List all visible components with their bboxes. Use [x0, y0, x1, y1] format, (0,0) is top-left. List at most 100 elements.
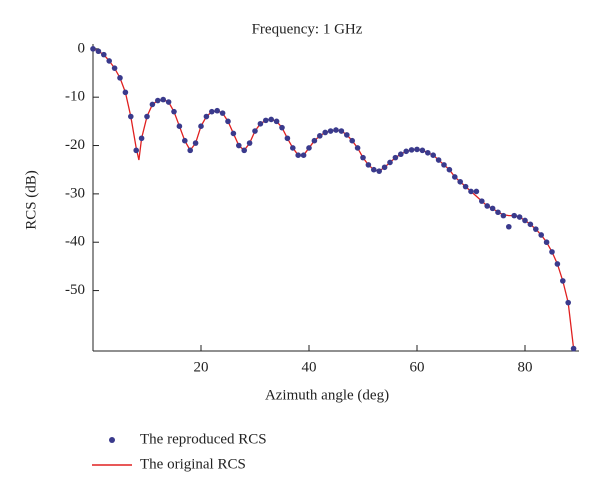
- data-point: [527, 221, 534, 228]
- legend-label: The reproduced RCS: [140, 431, 267, 447]
- data-point: [171, 108, 177, 115]
- data-point: [360, 154, 366, 161]
- data-point: [446, 166, 453, 173]
- data-point: [128, 113, 134, 120]
- data-point: [489, 205, 496, 212]
- data-point: [263, 117, 269, 124]
- data-point: [365, 162, 372, 168]
- data-point: [457, 178, 464, 185]
- data-point: [144, 113, 150, 120]
- data-point: [565, 299, 571, 306]
- data-point: [268, 116, 275, 123]
- x-tick-label: 60: [410, 359, 425, 375]
- data-point: [90, 46, 96, 52]
- y-tick-label: -10: [65, 89, 85, 105]
- data-point: [290, 145, 296, 151]
- data-point: [511, 212, 517, 219]
- data-point: [554, 261, 561, 267]
- data-point: [203, 113, 210, 120]
- data-point: [273, 118, 280, 125]
- y-tick-label: -50: [65, 282, 85, 298]
- data-point: [516, 214, 523, 220]
- data-point: [236, 142, 242, 149]
- data-point: [452, 174, 458, 180]
- data-point: [295, 152, 302, 158]
- data-point: [381, 164, 388, 171]
- data-point: [398, 151, 404, 158]
- data-point: [300, 152, 307, 158]
- data-point: [538, 232, 544, 238]
- data-point: [106, 58, 112, 64]
- data-point: [257, 120, 264, 127]
- data-point: [192, 140, 199, 146]
- data-point: [441, 162, 447, 168]
- data-point: [506, 223, 512, 230]
- data-point: [209, 108, 215, 115]
- data-point: [230, 130, 237, 137]
- data-point: [241, 147, 247, 154]
- data-point: [468, 188, 474, 195]
- legend-marker: [109, 437, 115, 443]
- x-tick-label: 20: [194, 359, 209, 375]
- data-point: [473, 188, 480, 195]
- data-point: [322, 129, 329, 136]
- data-point: [376, 168, 383, 174]
- data-point: [403, 148, 410, 155]
- x-tick-label: 80: [518, 359, 533, 375]
- data-point: [408, 147, 415, 153]
- data-point: [133, 147, 139, 154]
- data-point: [160, 96, 166, 103]
- data-point: [371, 166, 377, 173]
- data-point: [338, 128, 345, 134]
- data-point: [354, 145, 361, 151]
- data-point: [500, 212, 507, 219]
- data-point: [479, 198, 485, 204]
- data-point: [570, 345, 577, 352]
- data-point: [246, 140, 253, 146]
- data-point: [543, 239, 550, 246]
- data-point: [425, 149, 431, 156]
- y-tick-label: 0: [78, 40, 86, 56]
- data-point: [484, 203, 491, 209]
- data-point: [214, 107, 220, 114]
- data-point: [419, 147, 426, 154]
- legend-label: The original RCS: [140, 456, 246, 472]
- data-point: [95, 48, 102, 55]
- y-tick-label: -30: [65, 185, 85, 201]
- data-point: [165, 99, 172, 105]
- data-point: [198, 123, 204, 129]
- y-axis-label: RCS (dB): [23, 170, 39, 230]
- data-point: [252, 128, 258, 134]
- series-line: [92, 48, 575, 349]
- data-point: [533, 226, 539, 232]
- x-tick-label: 40: [302, 359, 317, 375]
- data-point: [495, 209, 501, 216]
- data-point: [279, 124, 285, 131]
- y-tick-label: -40: [65, 234, 85, 250]
- data-point: [111, 65, 118, 71]
- data-point: [149, 101, 156, 108]
- data-point: [392, 154, 399, 161]
- data-point: [522, 217, 528, 224]
- data-point: [182, 137, 188, 144]
- data-point: [187, 147, 193, 154]
- data-point: [155, 97, 161, 104]
- data-point: [117, 75, 123, 81]
- data-point: [349, 137, 356, 144]
- data-point: [462, 183, 469, 190]
- data-point: [176, 123, 183, 129]
- data-point: [435, 157, 442, 163]
- data-point: [219, 110, 226, 116]
- data-point: [306, 145, 312, 151]
- y-tick-label: -20: [65, 137, 85, 153]
- data-point: [327, 128, 334, 134]
- data-point: [138, 135, 145, 142]
- data-point: [122, 89, 129, 96]
- data-point: [311, 137, 318, 144]
- data-point: [549, 249, 555, 255]
- data-point: [225, 118, 231, 125]
- data-point: [387, 159, 393, 166]
- data-point: [414, 146, 420, 153]
